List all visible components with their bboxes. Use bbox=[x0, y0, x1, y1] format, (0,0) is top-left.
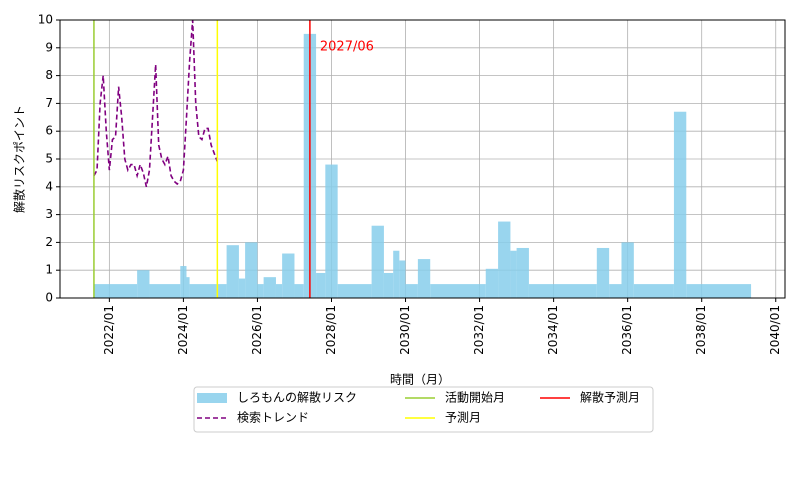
x-tick-label: 2034/01 bbox=[546, 305, 560, 355]
y-tick-label: 4 bbox=[45, 179, 53, 193]
legend-label: 検索トレンド bbox=[237, 411, 309, 425]
x-tick-label: 2028/01 bbox=[324, 305, 338, 355]
bar bbox=[609, 284, 622, 298]
legend-label: しろもんの解散リスク bbox=[237, 390, 357, 405]
bar bbox=[485, 268, 499, 298]
x-tick-label: 2022/01 bbox=[102, 305, 116, 355]
y-axis-label: 解散リスクポイント bbox=[12, 105, 27, 213]
y-tick-label: 2 bbox=[45, 235, 53, 249]
legend-label: 活動開始月 bbox=[445, 391, 505, 405]
y-tick-label: 8 bbox=[45, 68, 53, 82]
bar bbox=[405, 284, 418, 298]
bar bbox=[186, 277, 190, 298]
bar bbox=[275, 284, 283, 298]
legend-swatch bbox=[197, 393, 227, 403]
bar bbox=[383, 272, 394, 298]
bar bbox=[417, 259, 431, 298]
y-tick-label: 10 bbox=[38, 13, 53, 27]
bar bbox=[673, 111, 687, 299]
x-tick-label: 2040/01 bbox=[768, 305, 782, 355]
y-tick-label: 9 bbox=[45, 40, 53, 54]
bar bbox=[149, 284, 181, 298]
bar bbox=[393, 250, 400, 298]
y-tick-label: 5 bbox=[45, 152, 53, 166]
bar bbox=[245, 242, 258, 298]
x-tick-label: 2026/01 bbox=[250, 305, 264, 355]
bar bbox=[316, 272, 326, 298]
bar bbox=[633, 284, 674, 298]
bar bbox=[371, 225, 384, 298]
bar bbox=[263, 277, 276, 298]
x-axis-label: 時間（月） bbox=[390, 373, 450, 387]
x-tick-label: 2024/01 bbox=[176, 305, 190, 355]
legend-label: 予測月 bbox=[445, 411, 481, 425]
x-tick-label: 2030/01 bbox=[398, 305, 412, 355]
bar bbox=[430, 284, 486, 298]
plot-frame bbox=[59, 19, 786, 299]
plot-area bbox=[93, 19, 752, 299]
bar bbox=[516, 247, 529, 298]
bar bbox=[686, 284, 752, 298]
bar bbox=[528, 284, 597, 298]
bar bbox=[337, 284, 372, 298]
bar bbox=[238, 278, 246, 298]
bar bbox=[399, 260, 406, 298]
y-tick-label: 6 bbox=[45, 124, 53, 138]
marker-annotation: 2027/06 bbox=[320, 40, 374, 55]
bar bbox=[226, 245, 239, 298]
bar bbox=[189, 284, 227, 298]
bar bbox=[510, 250, 517, 298]
bar bbox=[282, 253, 295, 298]
x-tick-label: 2038/01 bbox=[694, 305, 708, 355]
y-tick-label: 0 bbox=[45, 291, 53, 305]
bar bbox=[325, 164, 338, 298]
bar bbox=[137, 270, 150, 298]
x-tick-label: 2036/01 bbox=[620, 305, 634, 355]
y-tick-label: 3 bbox=[45, 207, 53, 221]
bar bbox=[93, 284, 138, 298]
x-tick-label: 2032/01 bbox=[472, 305, 486, 355]
bar bbox=[621, 242, 634, 298]
trend-line bbox=[93, 19, 219, 187]
bar bbox=[257, 284, 264, 298]
legend-box bbox=[193, 386, 654, 433]
bar bbox=[498, 221, 511, 298]
bar bbox=[180, 266, 187, 298]
bar bbox=[596, 247, 610, 298]
y-tick-label: 1 bbox=[45, 263, 53, 277]
legend-label: 解散予測月 bbox=[580, 390, 640, 405]
y-tick-label: 7 bbox=[45, 96, 53, 110]
bar bbox=[294, 284, 304, 298]
